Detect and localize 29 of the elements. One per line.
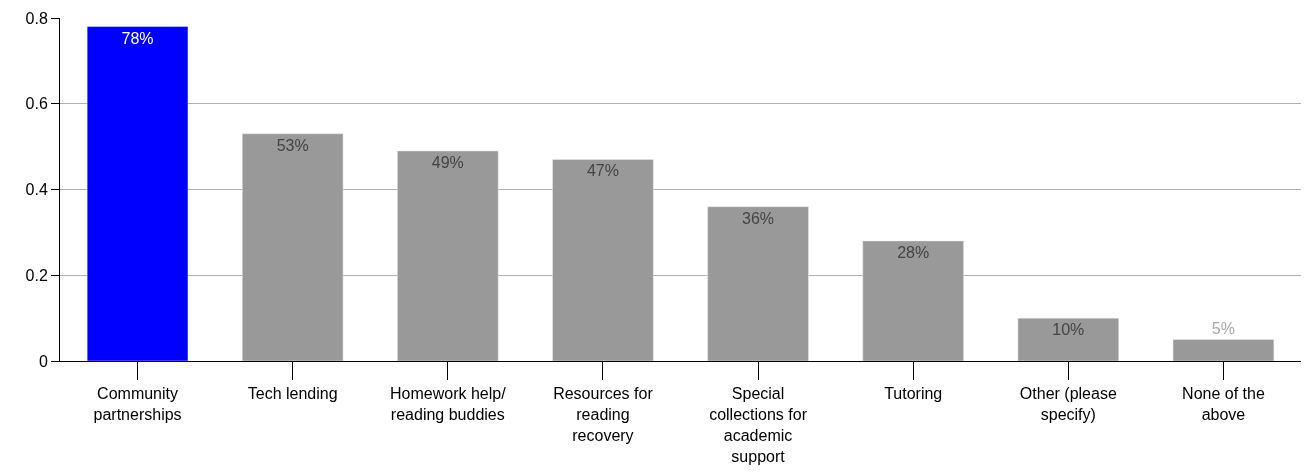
y-tick-label: 0.4: [25, 181, 48, 199]
bar: [242, 133, 344, 361]
x-tick-label: Tech lending: [247, 385, 338, 403]
y-tick-label: 0: [38, 352, 48, 370]
x-tick-label: Homework help/ reading buddies: [390, 385, 507, 423]
y-tick-label: 0.8: [25, 9, 48, 27]
x-tick-label: Resources for reading recovery: [553, 385, 654, 444]
x-tick-label: Special collections for academic support: [709, 385, 808, 465]
bar: [552, 159, 654, 361]
x-tick-label: Other (please specify): [1019, 385, 1117, 423]
bar: [707, 206, 809, 361]
bar: [86, 26, 189, 361]
data-label: 5%: [1211, 319, 1235, 337]
data-label: 49%: [431, 153, 464, 171]
bar: [1172, 339, 1275, 361]
x-tick-label: Tutoring: [884, 385, 943, 403]
data-label: 28%: [897, 243, 930, 261]
data-label: 36%: [742, 209, 775, 227]
x-tick-label: None of the above: [1182, 385, 1265, 423]
bar: [1017, 317, 1119, 361]
bar: [397, 150, 499, 361]
data-label: 10%: [1052, 321, 1085, 339]
bar: [862, 240, 964, 361]
y-tick-label: 0.2: [25, 266, 48, 284]
y-tick-label: 0.6: [25, 95, 48, 113]
x-tick-label: Community partnerships: [93, 385, 182, 423]
data-label: 78%: [121, 29, 154, 47]
data-label: 53%: [276, 136, 309, 154]
data-label: 47%: [586, 162, 619, 180]
